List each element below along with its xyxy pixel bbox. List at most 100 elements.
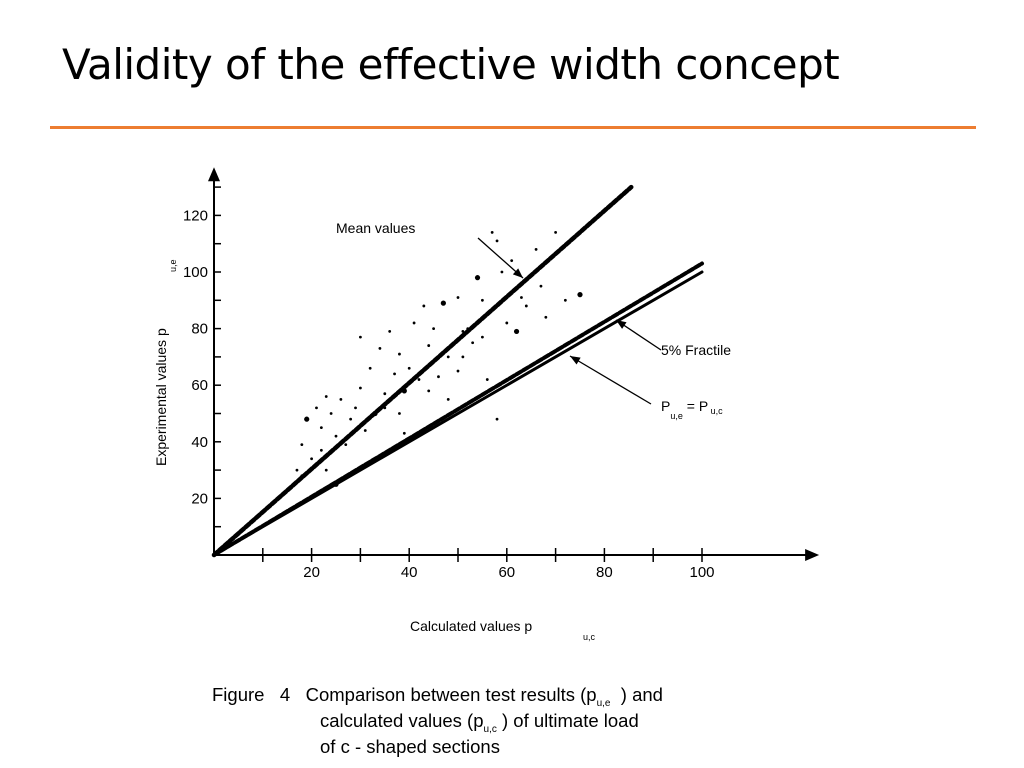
fractile-label: 5% Fractile — [661, 342, 731, 358]
data-point — [461, 330, 465, 333]
data-point — [510, 259, 514, 263]
y-axis-label: Experimental values p — [153, 328, 169, 466]
data-point — [471, 341, 475, 345]
x-axis-label: Calculated values p — [410, 618, 532, 634]
data-point — [383, 392, 387, 396]
data-point — [319, 448, 323, 452]
data-point — [534, 247, 538, 251]
data-point — [398, 352, 401, 356]
tick-labels: 20 40 60 80 100 20 40 60 80 100 120 — [183, 207, 715, 581]
y-tick-label: 100 — [183, 264, 208, 281]
x-tick-label: 80 — [596, 564, 613, 581]
data-point — [520, 296, 523, 299]
equality-label: Pu,e = P u,c — [661, 398, 723, 421]
data-point — [300, 443, 304, 447]
y-tick-label: 80 — [191, 321, 208, 338]
data-point — [495, 417, 499, 421]
data-point — [344, 443, 348, 447]
caption-text: calculated values (p — [320, 710, 484, 731]
data-point — [427, 344, 431, 347]
data-point — [407, 366, 411, 370]
y-tick-label: 40 — [191, 434, 208, 451]
x-tick-label: 40 — [401, 564, 418, 581]
data-point — [577, 292, 583, 298]
caption-figure-word: Figure — [212, 684, 265, 705]
data-point — [295, 468, 299, 472]
y-axis-label-subscript: u,e — [168, 259, 178, 272]
data-point — [466, 327, 470, 330]
data-point — [324, 468, 328, 472]
data-point — [354, 406, 357, 410]
caption-figure-number: 4 — [279, 684, 291, 705]
caption-subscript: u,c — [483, 724, 497, 735]
x-axis-label-subscript: u,c — [583, 632, 596, 642]
data-point — [539, 284, 543, 288]
data-point — [417, 378, 421, 381]
caption-subscript: u,e — [596, 698, 611, 709]
data-point — [304, 416, 310, 422]
data-point — [554, 230, 557, 234]
data-point — [474, 275, 481, 281]
caption-line-1: Figure 4 Comparison between test results… — [212, 682, 663, 709]
data-point — [412, 321, 416, 325]
data-point — [544, 315, 548, 319]
data-point — [359, 386, 362, 390]
data-point — [481, 335, 484, 339]
equality-label-part: u,e — [670, 411, 683, 421]
fractile-leader-head — [616, 320, 627, 329]
data-point — [440, 300, 446, 306]
data-points — [295, 230, 583, 487]
data-point — [372, 410, 378, 417]
slide-title: Validity of the effective width concept — [62, 40, 840, 89]
data-point — [422, 304, 426, 308]
data-point — [485, 378, 489, 381]
data-point — [319, 426, 323, 430]
data-point — [388, 330, 392, 333]
equality-label-part: u,c — [708, 406, 723, 416]
data-point — [446, 397, 450, 401]
data-point — [513, 328, 520, 335]
data-point — [363, 429, 367, 432]
data-point — [456, 369, 460, 373]
data-point — [378, 347, 382, 350]
caption-line-3: of c - shaped sections — [212, 734, 663, 760]
data-point — [563, 298, 567, 302]
data-point — [490, 230, 494, 234]
data-point — [505, 321, 509, 325]
data-point — [349, 417, 353, 421]
caption-text: Comparison between test results (p — [305, 684, 597, 705]
data-point — [446, 355, 450, 359]
x-axis-arrow — [805, 549, 820, 561]
data-point — [359, 335, 362, 339]
data-point — [329, 412, 333, 415]
x-tick-label: 20 — [303, 564, 320, 581]
caption-text: of c - shaped sections — [320, 736, 500, 757]
data-point — [324, 395, 328, 398]
data-point — [334, 434, 338, 438]
caption-line-2: calculated values (pu,c ) of ultimate lo… — [212, 708, 663, 735]
data-point — [383, 406, 387, 410]
data-point — [300, 474, 304, 478]
data-point — [437, 375, 440, 379]
y-tick-label: 60 — [191, 377, 208, 394]
data-point — [481, 298, 484, 302]
data-point — [432, 327, 435, 330]
regression-lines — [211, 184, 704, 558]
caption-text: ) of ultimate load — [502, 710, 639, 731]
x-tick-label: 100 — [689, 564, 714, 581]
data-point — [393, 372, 396, 376]
y-tick-label: 20 — [191, 490, 208, 507]
axes — [208, 167, 820, 562]
equality-leader-head — [570, 356, 581, 365]
mean-values-leader-head — [512, 268, 523, 278]
x-tick-label: 60 — [498, 564, 515, 581]
y-tick-label: 120 — [183, 207, 208, 224]
data-point — [401, 388, 407, 394]
equality-label-part: P — [661, 398, 670, 414]
equality-label-part: = — [683, 398, 699, 414]
data-point — [398, 412, 401, 415]
annotations: Mean values 5% Fractile Pu,e = P u,c — [336, 220, 731, 421]
mean-values-leader — [477, 237, 524, 279]
title-divider — [50, 126, 976, 129]
